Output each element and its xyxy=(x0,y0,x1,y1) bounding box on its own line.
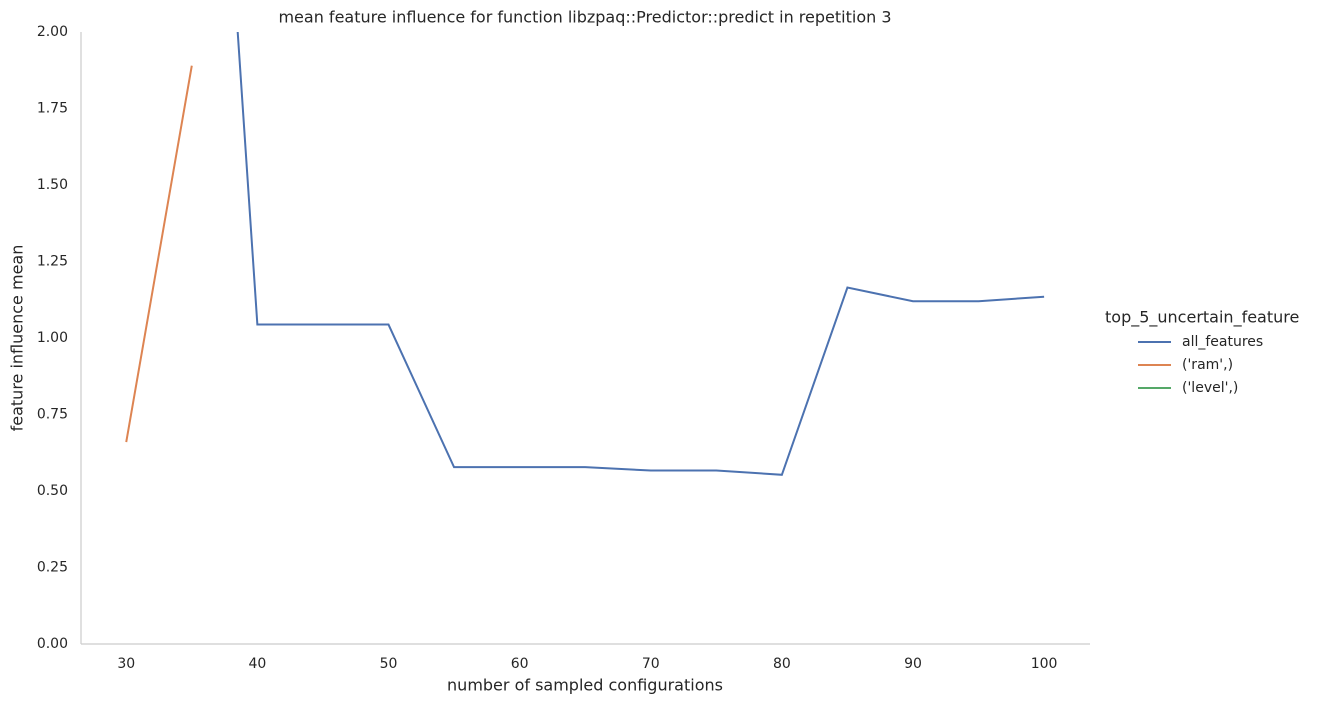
chart-title: mean feature influence for function libz… xyxy=(278,8,891,27)
legend-label: all_features xyxy=(1182,334,1263,350)
y-tick-label: 1.25 xyxy=(37,254,68,270)
series-line xyxy=(236,32,1045,476)
y-tick-label: 0.25 xyxy=(37,560,68,576)
x-tick-label: 30 xyxy=(117,656,135,672)
y-tick-label: 1.00 xyxy=(37,330,68,346)
legend-label: ('ram',) xyxy=(1182,357,1233,373)
y-tick-label: 0.00 xyxy=(37,636,68,652)
x-tick-label: 80 xyxy=(773,656,791,672)
y-tick-label: 0.75 xyxy=(37,407,68,423)
y-tick-label: 2.00 xyxy=(37,24,68,40)
y-tick-label: 0.50 xyxy=(37,483,68,499)
series-line xyxy=(125,65,193,443)
legend-label: ('level',) xyxy=(1182,380,1238,396)
y-tick-label: 1.75 xyxy=(37,101,68,117)
y-axis-label: feature influence mean xyxy=(8,245,27,432)
y-tick-label: 1.50 xyxy=(37,177,68,193)
x-tick-label: 90 xyxy=(904,656,922,672)
x-tick-label: 70 xyxy=(642,656,660,672)
x-tick-label: 60 xyxy=(511,656,529,672)
x-axis-label: number of sampled configurations xyxy=(447,676,723,695)
x-tick-label: 100 xyxy=(1031,656,1058,672)
x-tick-label: 40 xyxy=(248,656,266,672)
x-tick-label: 50 xyxy=(380,656,398,672)
legend-title: top_5_uncertain_feature xyxy=(1105,308,1299,328)
